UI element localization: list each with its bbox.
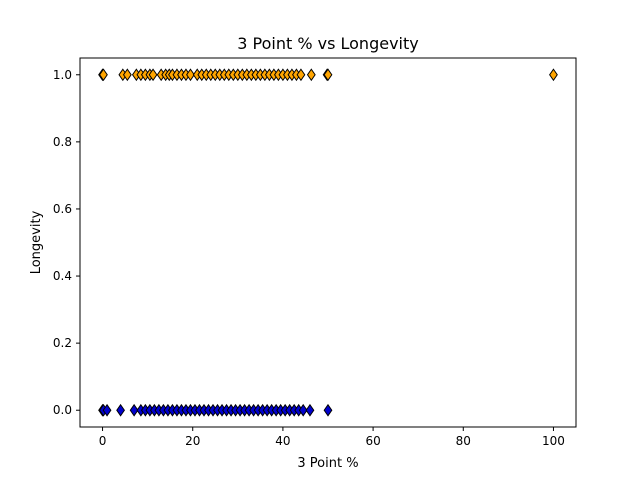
y-tick-label: 0.8 [53,135,72,149]
data-point [186,68,195,82]
data-point [296,68,306,82]
data-point [305,403,315,417]
x-tick-label: 0 [99,434,107,448]
data-point [323,403,333,417]
data-point [122,68,132,82]
data-point [306,68,316,82]
y-tick-label: 0.6 [53,202,72,216]
x-tick-label: 80 [456,434,471,448]
x-tick-label: 60 [365,434,380,448]
y-tick-label: 0.2 [53,336,72,350]
y-tick-label: 1.0 [53,68,72,82]
plot-frame [79,57,577,428]
data-point [298,403,308,417]
x-tick-label: 20 [185,434,200,448]
data-point [323,68,333,82]
x-axis-label: 3 Point % [297,456,358,471]
data-point [148,68,158,82]
data-point [549,68,558,82]
data-point [116,403,125,417]
x-tick-label: 100 [542,434,565,448]
data-point [129,403,139,417]
data-point [99,68,108,82]
y-tick-label: 0.4 [53,269,72,283]
data-point [102,403,112,417]
data-points [98,68,558,417]
y-axis-label: Longevity [29,210,44,274]
x-tick-label: 40 [275,434,290,448]
x-axis-ticks: 0 20 40 60 80 100 [99,427,565,448]
y-tick-label: 0.0 [53,403,72,417]
y-axis-ticks: 0.0 0.2 0.4 0.6 0.8 1.0 [53,68,80,417]
chart-title: 3 Point % vs Longevity [237,34,418,53]
